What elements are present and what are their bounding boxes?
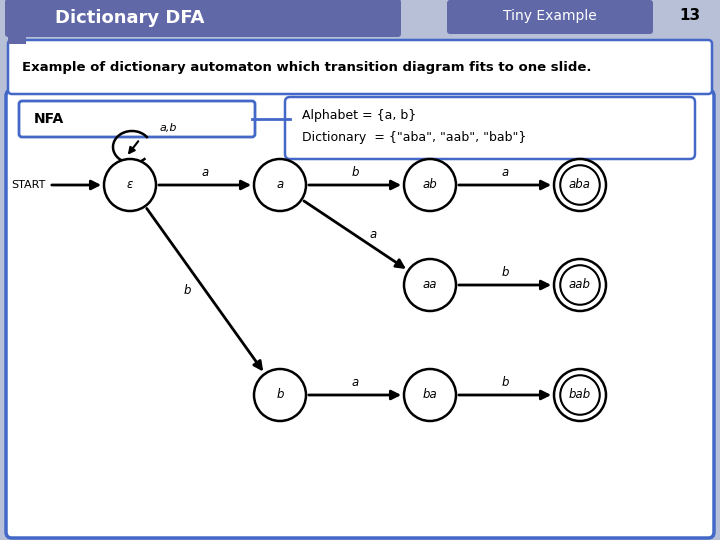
Bar <box>8 26 26 44</box>
Text: a: a <box>276 179 284 192</box>
Bar <box>665 3 715 31</box>
Text: Tiny Example: Tiny Example <box>503 9 597 23</box>
Circle shape <box>104 159 156 211</box>
Text: aab: aab <box>569 279 591 292</box>
Text: Example of dictionary automaton which transition diagram fits to one slide.: Example of dictionary automaton which tr… <box>22 60 592 73</box>
Circle shape <box>404 159 456 211</box>
Text: 13: 13 <box>680 9 701 24</box>
Text: b: b <box>351 166 359 179</box>
Text: ab: ab <box>423 179 437 192</box>
Text: NFA: NFA <box>34 112 64 126</box>
Text: b: b <box>276 388 284 402</box>
FancyBboxPatch shape <box>6 90 714 538</box>
Text: aa: aa <box>423 279 437 292</box>
Text: b: b <box>501 376 509 389</box>
Text: a: a <box>501 166 508 179</box>
FancyBboxPatch shape <box>447 0 653 34</box>
Circle shape <box>554 159 606 211</box>
Text: a: a <box>369 228 377 241</box>
Text: START: START <box>12 180 46 190</box>
Circle shape <box>404 259 456 311</box>
FancyBboxPatch shape <box>19 101 255 137</box>
Text: b: b <box>184 284 191 296</box>
Text: a: a <box>351 376 359 389</box>
Text: a: a <box>202 166 209 179</box>
FancyBboxPatch shape <box>5 0 401 37</box>
Circle shape <box>254 369 306 421</box>
Text: Dictionary DFA: Dictionary DFA <box>55 9 204 27</box>
Text: Alphabet = {a, b}: Alphabet = {a, b} <box>302 110 416 123</box>
Circle shape <box>554 259 606 311</box>
Circle shape <box>254 159 306 211</box>
Text: ba: ba <box>423 388 437 402</box>
FancyBboxPatch shape <box>8 40 712 94</box>
Text: b: b <box>501 267 509 280</box>
Text: Dictionary  = {"aba", "aab", "bab"}: Dictionary = {"aba", "aab", "bab"} <box>302 132 526 145</box>
Text: aba: aba <box>569 179 591 192</box>
Text: ε: ε <box>127 179 133 192</box>
Text: a,b: a,b <box>160 123 178 133</box>
Circle shape <box>554 369 606 421</box>
Circle shape <box>404 369 456 421</box>
Text: bab: bab <box>569 388 591 402</box>
FancyBboxPatch shape <box>285 97 695 159</box>
